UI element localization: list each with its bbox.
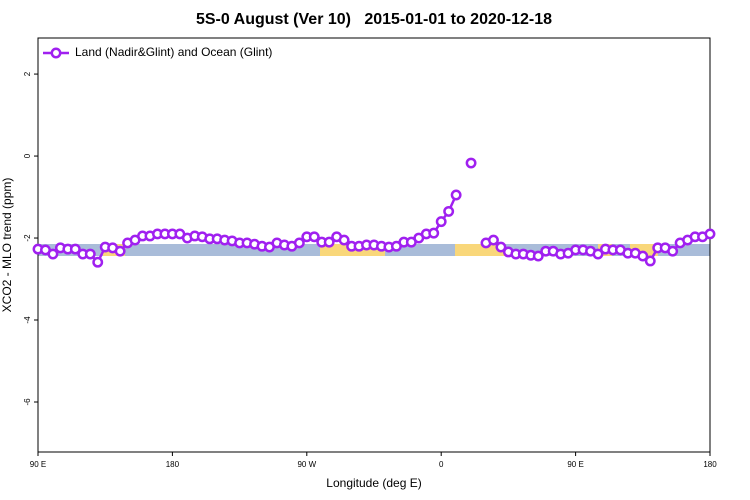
data-point: [637, 250, 649, 262]
data-point: [450, 189, 462, 201]
data-point: [465, 157, 477, 169]
x-tick-label: 180: [166, 460, 180, 469]
data-point: [84, 248, 96, 260]
data-point: [308, 231, 320, 243]
data-point: [443, 205, 455, 217]
data-point: [704, 228, 716, 240]
y-tick-label: 0: [23, 153, 32, 158]
data-point: [293, 237, 305, 249]
y-tick-label: 2: [23, 71, 32, 76]
legend-label: Land (Nadir&Glint) and Ocean (Glint): [75, 45, 272, 59]
chart-title: 5S-0 August (Ver 10) 2015-01-01 to 2020-…: [196, 11, 552, 28]
x-tick-label: 90 E: [567, 460, 583, 469]
y-axis-title: XCO2 - MLO trend (ppm): [0, 178, 14, 313]
data-point: [435, 216, 447, 228]
data-point: [592, 248, 604, 260]
x-tick-label: 90 E: [30, 460, 46, 469]
x-tick-label: 0: [439, 460, 444, 469]
data-point: [114, 245, 126, 257]
legend-marker: [50, 47, 62, 59]
data-point: [667, 245, 679, 257]
data-point: [495, 241, 507, 253]
data-point: [532, 250, 544, 262]
y-tick-label: -2: [23, 234, 32, 242]
data-point: [338, 234, 350, 246]
x-tick-label: 180: [703, 460, 717, 469]
data-point: [428, 227, 440, 239]
data-point: [47, 248, 59, 260]
data-point: [488, 234, 499, 246]
y-tick-label: -4: [23, 316, 32, 324]
land-band: [455, 244, 505, 256]
x-axis-title: Longitude (deg E): [326, 476, 421, 490]
data-point: [92, 256, 104, 268]
y-tick-label: -6: [23, 398, 32, 406]
data-point: [323, 236, 335, 248]
data-point: [644, 255, 656, 267]
x-tick-label: 90 W: [297, 460, 316, 469]
data-point: [69, 243, 81, 255]
